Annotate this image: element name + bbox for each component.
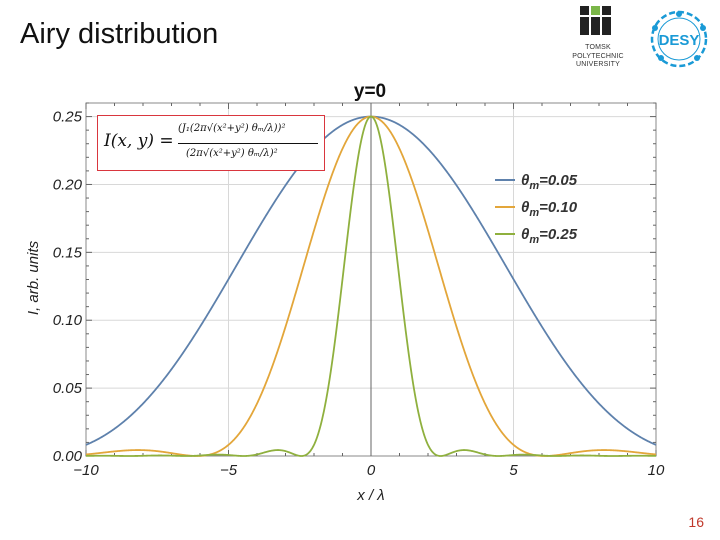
slide-title: Airy distribution	[20, 18, 219, 50]
series-group	[85, 115, 657, 457]
tpu-line-2: POLYTECHNIC	[572, 52, 624, 60]
page-number: 16	[688, 514, 704, 530]
y-axis-title: I, arb. units	[25, 240, 42, 315]
formula-lhs: I(x, y) =	[104, 131, 174, 151]
x-axis-title: x / λ	[356, 487, 384, 504]
axes: −10 −5 0 5 10 0.00 0.05 0.10 0.15 0.20 0.25	[53, 102, 665, 479]
formula-numerator: (J₁(2π√(x²+y²) θₘ/λ))²	[178, 123, 286, 134]
desy-logo-text: DESY	[659, 32, 700, 49]
tpu-logo-text: TOMSK POLYTECHNIC UNIVERSITY	[556, 44, 640, 70]
y-tick-label: 0.00	[53, 448, 83, 465]
x-tick-label: −5	[220, 462, 238, 479]
tpu-logo-icon	[580, 6, 611, 35]
legend: θm=0.05 θm=0.10 θm=0.25	[495, 172, 578, 246]
formula-denominator: (2π√(x²+y²) θₘ/λ)²	[186, 148, 278, 159]
formula-fraction-bar	[178, 143, 318, 144]
y-tick-label: 0.25	[53, 109, 83, 126]
desy-logo-icon: DESY	[650, 10, 708, 68]
y-tick-label: 0.10	[53, 312, 83, 329]
x-tick-label: 5	[509, 462, 518, 479]
formula-box: I(x, y) = (J₁(2π√(x²+y²) θₘ/λ))² (2π√(x²…	[97, 115, 325, 171]
chart-title: y=0	[354, 81, 386, 102]
tpu-line-3: UNIVERSITY	[575, 61, 620, 68]
y-tick-label: 0.20	[53, 176, 83, 193]
x-tick-label: 10	[648, 462, 665, 479]
series-line-3	[86, 115, 656, 457]
tpu-line-1: TOMSK	[585, 44, 611, 51]
x-tick-label: −10	[73, 462, 99, 479]
y-tick-label: 0.05	[53, 380, 83, 397]
x-tick-label: 0	[367, 462, 376, 479]
y-tick-label: 0.15	[53, 244, 83, 261]
legend-label-3: θm=0.25	[521, 226, 578, 246]
legend-label-1: θm=0.05	[521, 172, 578, 192]
legend-label-2: θm=0.10	[521, 199, 578, 219]
